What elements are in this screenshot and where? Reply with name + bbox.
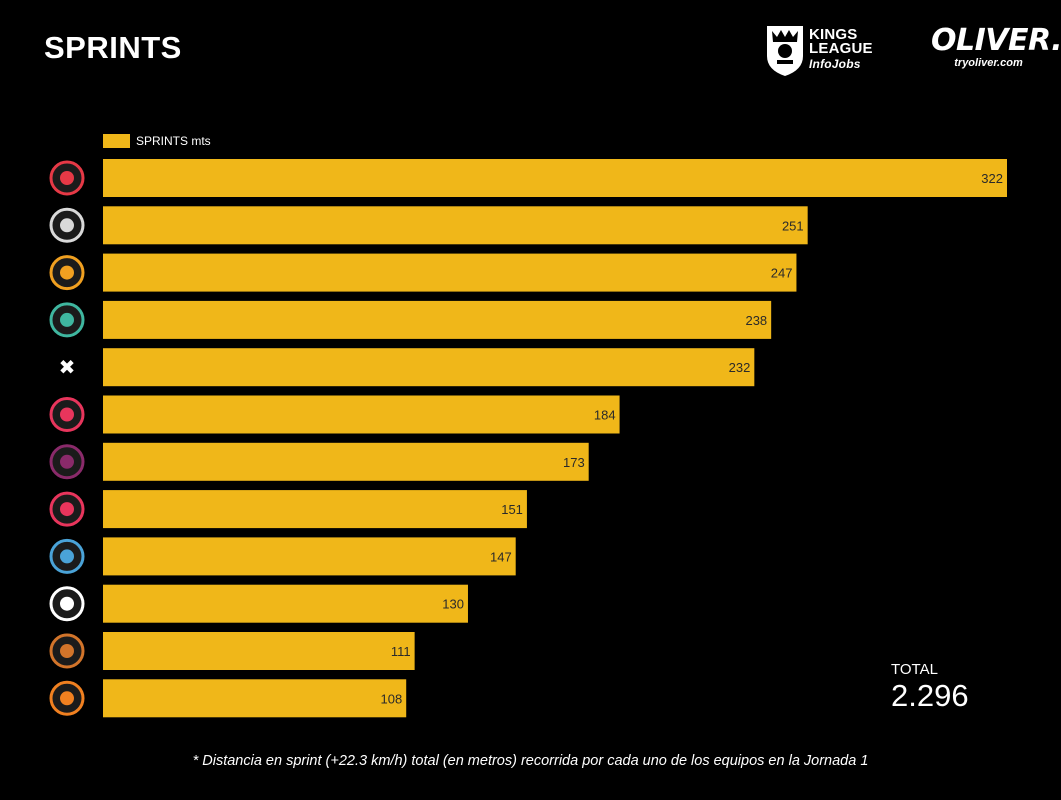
total-box: TOTAL 2.296: [891, 661, 969, 714]
kings-league-logo: KINGS LEAGUE InfoJobs: [763, 22, 893, 78]
bar-value-label: 251: [782, 218, 804, 233]
bar-value-label: 147: [490, 549, 512, 564]
saiyans-crest-icon: [49, 255, 85, 291]
total-label: TOTAL: [891, 661, 938, 678]
oliver-logo: OLIVER. tryoliver.com: [931, 23, 1061, 74]
page-title: SPRINTS: [44, 30, 182, 65]
pio-crest-icon: [49, 586, 85, 622]
svg-text:✖: ✖: [59, 355, 76, 379]
bar-value-label: 130: [442, 597, 464, 612]
bar: [103, 206, 808, 245]
bar-value-label: 111: [391, 644, 411, 659]
bar: [103, 300, 772, 339]
aniquiladores-crest-icon: [49, 397, 85, 432]
1k-crest-icon: [49, 538, 85, 574]
bar-value-label: 322: [981, 171, 1003, 186]
jijantes-crest-icon: [49, 491, 85, 527]
bar: [103, 348, 755, 387]
kings-league-shield-icon: [767, 26, 803, 76]
barrio-crest-icon: [49, 207, 85, 243]
bar: [103, 159, 1007, 197]
bar-value-label: 232: [729, 360, 751, 375]
xbuyer-crest-icon: ✖: [59, 355, 76, 379]
bar: [103, 442, 589, 481]
kings-league-line2: LEAGUE: [809, 40, 873, 57]
el-barrio-fire-crest-icon: [49, 680, 85, 716]
kings-league-line1: KINGS: [809, 26, 858, 43]
bar-value-label: 247: [771, 266, 793, 281]
oliver-wordmark: OLIVER.: [931, 23, 1061, 58]
kings-league-line3: InfoJobs: [809, 57, 861, 71]
bar-value-label: 108: [381, 691, 403, 706]
bar-value-label: 238: [745, 313, 767, 328]
legend-label: SPRINTS mts: [136, 134, 211, 148]
bar: [103, 490, 527, 529]
kunisports-crest-icon: [49, 444, 85, 480]
oliver-url: tryoliver.com: [954, 57, 1023, 69]
bar: [103, 584, 468, 623]
bar: [103, 395, 620, 434]
bar-value-label: 151: [501, 502, 523, 517]
legend-swatch: [103, 134, 130, 148]
total-value: 2.296: [891, 678, 969, 713]
ultimate-mostoles-crest-icon: [49, 633, 85, 669]
gigantes-crest-icon: [49, 160, 85, 196]
porcinos-crest-icon: [49, 302, 85, 338]
bar: [103, 253, 797, 292]
bar: [103, 679, 407, 718]
bar-value-label: 184: [594, 408, 616, 423]
footnote: * Distancia en sprint (+22.3 km/h) total…: [192, 753, 869, 769]
bar-value-label: 173: [563, 455, 585, 470]
bar: [103, 632, 415, 670]
bar: [103, 537, 516, 576]
